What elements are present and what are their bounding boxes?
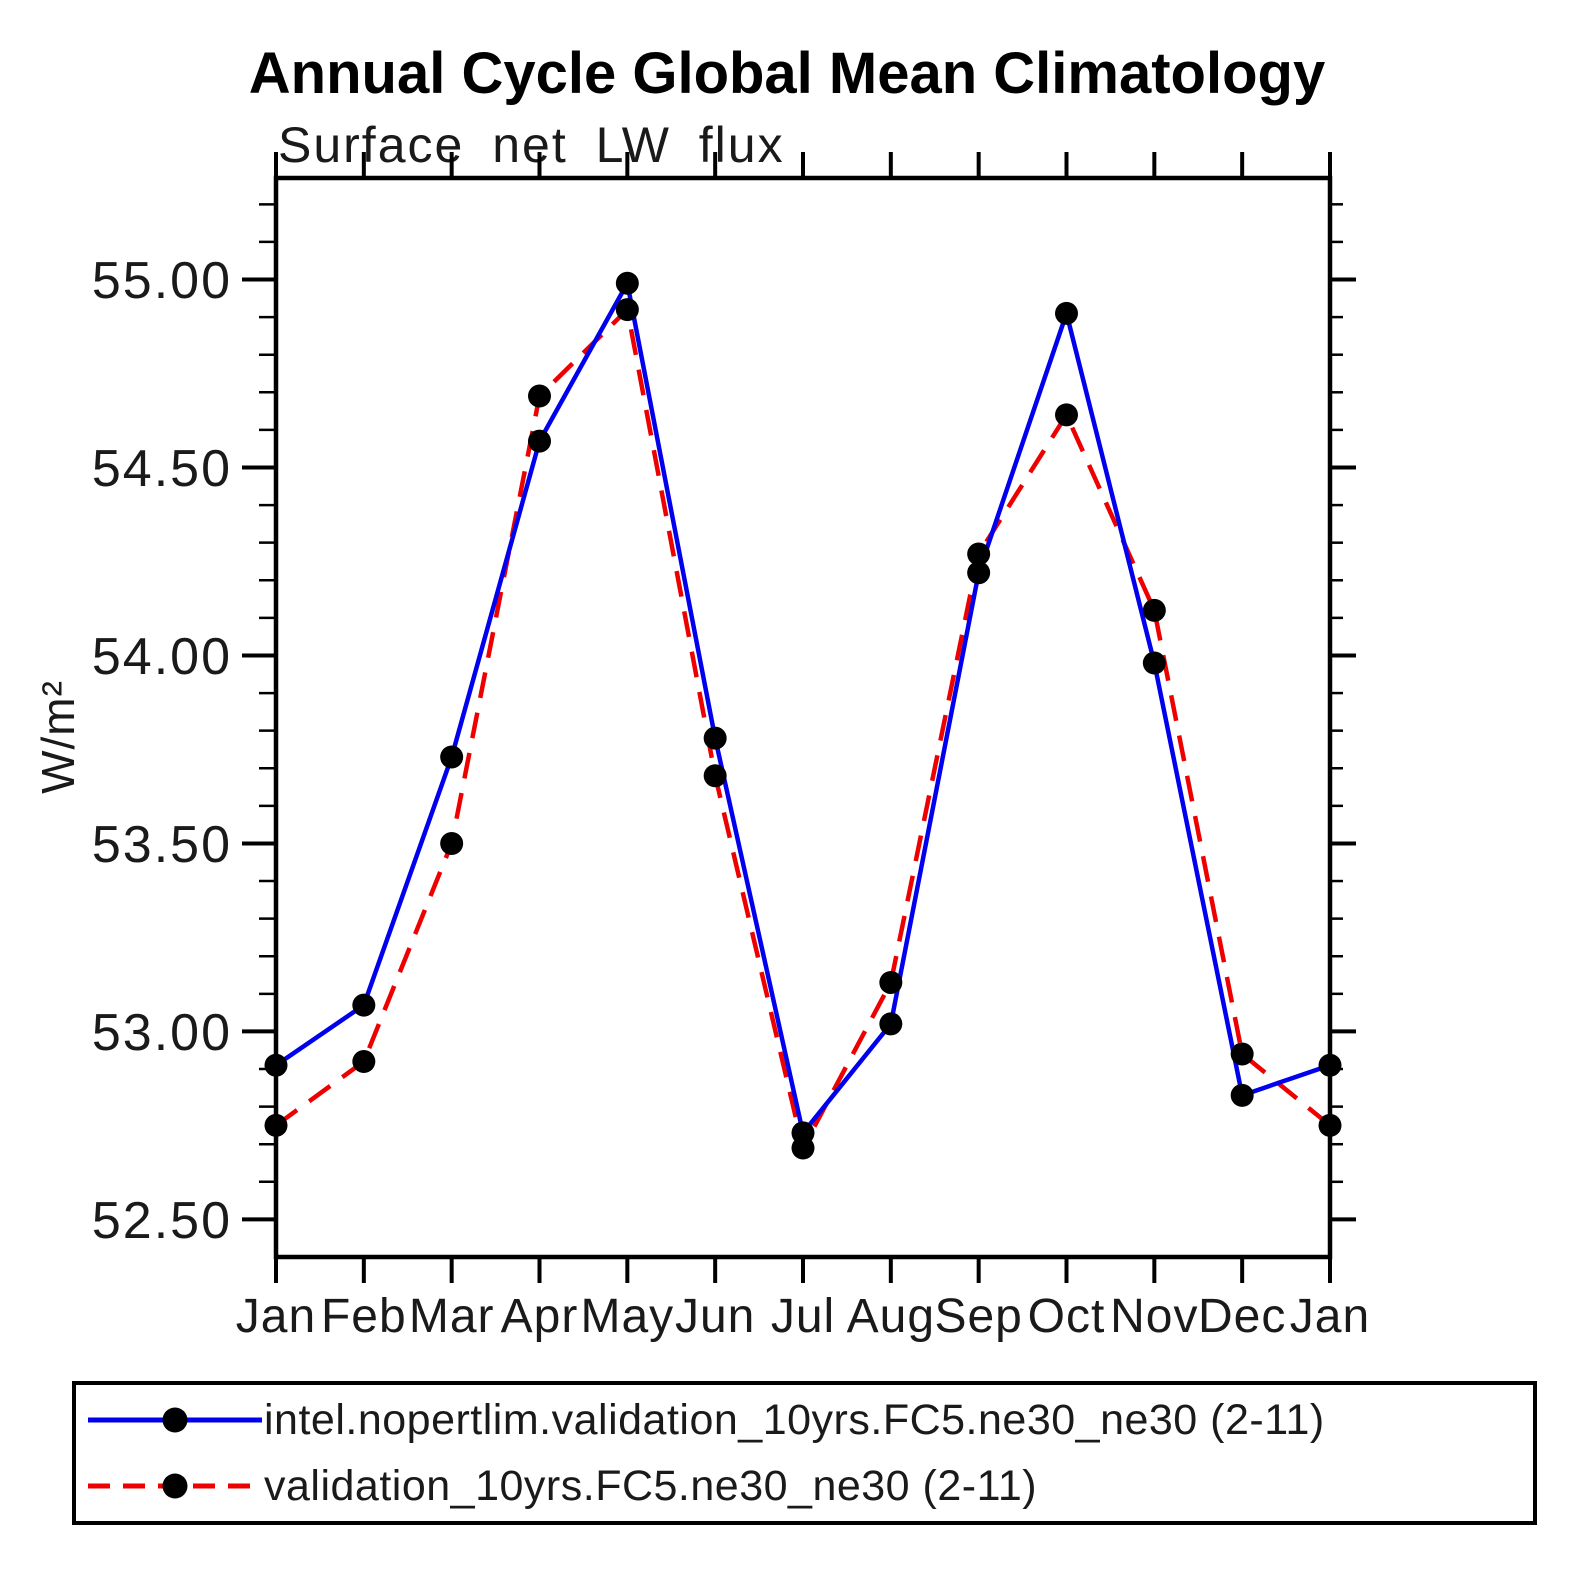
data-point-marker [703,764,727,788]
x-tick-label: May [580,1290,674,1343]
legend-sample-marker [162,1473,188,1499]
y-tick-label: 54.00 [92,628,232,686]
data-point-marker [440,745,464,769]
legend-line-sample-dashed [88,1473,262,1499]
data-point-marker [967,561,991,585]
data-point-marker [264,1053,288,1077]
chart-title: Annual Cycle Global Mean Climatology [248,41,1326,106]
data-point-marker [879,971,903,995]
data-point-marker [1055,403,1078,427]
data-point-marker [1142,598,1166,622]
legend-sample-marker [162,1407,188,1433]
y-tick-label: 53.00 [92,1004,232,1062]
x-tick-label: Feb [321,1290,407,1343]
x-tick-label: Jul [771,1290,835,1343]
y-tick-label: 53.50 [92,816,232,874]
legend-item-series-1: validation_10yrs.FC5.ne30_ne30 (2-11) [86,1462,1533,1511]
data-point-marker [1055,301,1078,325]
legend-label-series-1: validation_10yrs.FC5.ne30_ne30 (2-11) [264,1461,1038,1510]
y-tick-label: 52.50 [92,1192,232,1250]
data-point-marker [528,384,551,408]
x-tick-label: Dec [1198,1290,1286,1343]
axis-frame [273,175,1333,1260]
data-point-marker [1318,1053,1342,1077]
x-tick-label: Nov [1110,1290,1198,1343]
x-tick-label: Aug [847,1290,935,1343]
data-point-marker [791,1136,815,1160]
data-point-marker [615,298,639,322]
y-tick-label: 54.50 [92,440,232,498]
x-tick-label: Jun [675,1290,755,1343]
legend-line-sample-solid [88,1407,262,1433]
data-point-marker [615,271,639,295]
x-tick-label: Sep [934,1290,1022,1343]
legend-label-series-0: intel.nopertlim.validation_10yrs.FC5.ne3… [264,1395,1325,1444]
legend-item-series-0: intel.nopertlim.validation_10yrs.FC5.ne3… [86,1396,1533,1445]
x-tick-label: Jan [236,1290,316,1343]
data-point-marker [528,429,551,453]
x-tick-label: Mar [409,1290,495,1343]
x-tick-label: Oct [1028,1290,1106,1343]
data-point-marker [967,542,991,566]
y-tick-label: 55.00 [92,252,232,310]
data-point-marker [352,993,376,1017]
data-point-marker [703,726,727,750]
data-point-marker [1318,1113,1342,1137]
data-point-marker [440,831,464,855]
data-point-marker [1142,651,1166,675]
x-tick-label: Jan [1290,1290,1370,1343]
data-point-marker [879,1012,903,1036]
data-point-marker [1230,1042,1254,1066]
x-tick-label: Apr [501,1290,579,1343]
data-point-marker [1230,1083,1254,1107]
series-line-dashed [274,307,1332,1151]
data-point-marker [352,1050,376,1074]
data-point-marker [264,1113,288,1137]
legend-box: intel.nopertlim.validation_10yrs.FC5.ne3… [72,1381,1537,1525]
